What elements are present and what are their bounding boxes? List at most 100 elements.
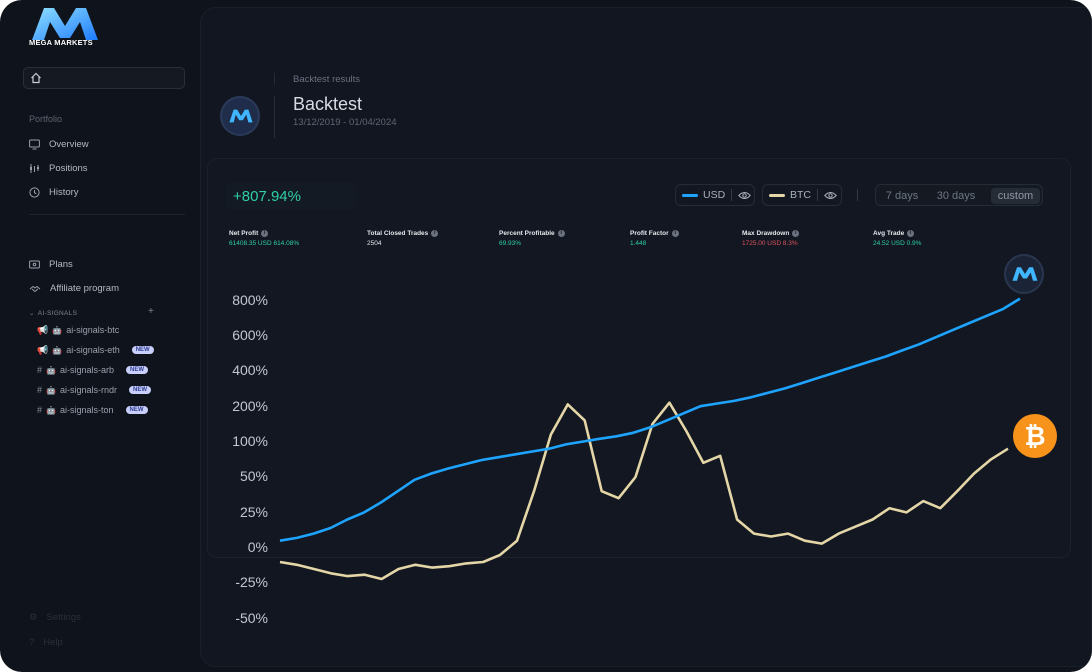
period-custom[interactable]: custom — [991, 188, 1040, 204]
y-tick: 400% — [232, 362, 268, 378]
y-tick: 800% — [232, 292, 268, 308]
series-line-usd — [279, 297, 1021, 542]
header-divider-top — [274, 73, 275, 85]
y-tick: -25% — [235, 574, 268, 590]
channel-ai-signals-btc[interactable]: 📢 🤖 ai-signals-btc — [37, 324, 119, 336]
series-line-btc — [279, 401, 1009, 581]
sidebar-divider — [29, 214, 185, 215]
home-button[interactable] — [23, 67, 185, 89]
date-range: 13/12/2019 - 01/04/2024 — [293, 117, 397, 128]
page-title: Backtest — [293, 94, 363, 114]
info-icon[interactable]: i — [431, 230, 439, 237]
chevron-down-icon: ⌄ — [29, 310, 35, 317]
info-icon[interactable]: i — [261, 230, 269, 237]
mega-markets-logo[interactable] — [28, 4, 102, 48]
sidebar-item-label: Positions — [49, 162, 88, 174]
header-divider — [274, 96, 275, 138]
btc-swatch — [769, 193, 785, 197]
sidebar-item-label: Affiliate program — [50, 282, 119, 294]
bitcoin-icon: ₿ — [1013, 414, 1057, 458]
stat-label: Percent Profitable — [499, 230, 555, 237]
eye-icon[interactable] — [738, 191, 752, 200]
sidebar-item-affiliate[interactable]: Affiliate program — [29, 280, 119, 296]
stat-value: 24.52 USD — [873, 240, 905, 247]
ai-signals-section[interactable]: ⌄ AI-SIGNALS — [29, 309, 78, 318]
add-channel-button[interactable]: + — [148, 306, 154, 317]
sidebar-item-plans[interactable]: Plans — [29, 256, 73, 272]
y-tick: 25% — [239, 504, 268, 520]
sidebar-item-overview[interactable]: Overview — [29, 136, 89, 152]
stat-net-profit: Net Profit i 61408.35 USD 614.08% — [229, 230, 299, 247]
y-tick: -50% — [235, 610, 268, 626]
y-tick: 0% — [247, 539, 268, 555]
profit-box: +807.94% — [226, 182, 356, 210]
toolbar-separator — [857, 189, 858, 201]
period-30-days[interactable]: 30 days — [936, 190, 976, 202]
y-tick: 100% — [232, 433, 268, 449]
bot-icon: 🤖 — [52, 345, 63, 355]
channel-ai-signals-ton[interactable]: # 🤖 ai-signals-ton NEW — [37, 404, 148, 416]
stat-value: 2504 — [367, 240, 382, 247]
y-tick: 200% — [232, 398, 268, 414]
info-icon[interactable]: i — [671, 230, 679, 237]
mega-markets-logo-marker — [1012, 267, 1038, 281]
channel-ai-signals-rndr[interactable]: # 🤖 ai-signals-rndr NEW — [37, 384, 152, 396]
stat-label: Avg Trade — [873, 230, 905, 237]
bot-icon: 🤖 — [46, 385, 56, 395]
usd-toggle[interactable]: USD — [675, 184, 755, 206]
sidebar-item-positions[interactable]: Positions — [29, 160, 88, 176]
channel-ai-signals-eth[interactable]: 📢 🤖 ai-signals-eth NEW — [37, 344, 154, 356]
stat-value: 69.93% — [499, 240, 522, 247]
channel-label: ai-signals-rndr — [59, 385, 118, 395]
y-tick: 50% — [239, 468, 268, 484]
btc-toggle[interactable]: BTC — [762, 184, 842, 206]
stat-value: 1.448 — [630, 240, 647, 247]
y-tick: 600% — [232, 327, 268, 343]
stat-avg-trade: Avg Trade i 24.52 USD 0.9% — [873, 230, 921, 247]
info-icon[interactable]: i — [792, 230, 800, 237]
home-icon — [31, 72, 41, 84]
channel-label: ai-signals-btc — [66, 325, 120, 335]
sidebar-item-history[interactable]: History — [29, 184, 79, 200]
sidebar-item-label: History — [49, 186, 79, 198]
new-badge: NEW — [126, 366, 149, 374]
stat-label: Profit Factor — [630, 230, 669, 237]
usd-swatch — [682, 193, 698, 197]
brand-name: MEGA MARKETS — [29, 38, 93, 47]
stat-total-closed-trades: Total Closed Trades i 2504 — [367, 230, 439, 247]
stat-sub: 614.08% — [273, 240, 300, 247]
channel-label: ai-signals-eth — [66, 345, 120, 355]
stat-sub: 8.3% — [782, 240, 798, 247]
hash-icon: # — [37, 385, 43, 395]
stat-profit-factor: Profit Factor i 1.448 — [630, 230, 679, 247]
sidebar-item-label: Overview — [49, 138, 89, 150]
clock-icon — [29, 186, 40, 198]
eye-icon[interactable] — [824, 191, 837, 200]
new-badge: NEW — [129, 386, 152, 394]
sidebar-item-help[interactable]: ? Help — [29, 637, 63, 648]
portfolio-label: Portfolio — [29, 114, 63, 124]
usd-label: USD — [703, 189, 726, 201]
backtest-chart — [279, 297, 1021, 581]
profit-value: +807.94% — [233, 188, 301, 205]
sidebar-item-label: Settings — [46, 612, 81, 623]
channel-label: ai-signals-ton — [59, 405, 114, 415]
sidebar-item-settings[interactable]: ⚙ Settings — [29, 612, 81, 623]
candles-icon — [30, 163, 39, 173]
hash-icon: # — [37, 405, 43, 415]
breadcrumb[interactable]: Backtest results — [293, 74, 361, 85]
strategy-avatar — [220, 96, 260, 136]
info-icon[interactable]: i — [907, 230, 915, 237]
info-icon[interactable]: i — [557, 230, 565, 237]
channel-ai-signals-arb[interactable]: # 🤖 ai-signals-arb NEW — [37, 364, 149, 376]
channel-label: ai-signals-arb — [59, 365, 115, 375]
period-7-days[interactable]: 7 days — [885, 190, 919, 202]
stat-percent-profitable: Percent Profitable i 69.93% — [499, 230, 565, 247]
period-selector: 7 days 30 days custom — [875, 184, 1043, 206]
bot-icon: 🤖 — [52, 325, 63, 335]
stat-value: 1725.00 USD — [742, 240, 782, 247]
sidebar-item-label: Plans — [49, 258, 73, 270]
stat-sub: 0.9% — [906, 240, 922, 247]
ai-signals-label: AI-SIGNALS — [37, 309, 78, 317]
